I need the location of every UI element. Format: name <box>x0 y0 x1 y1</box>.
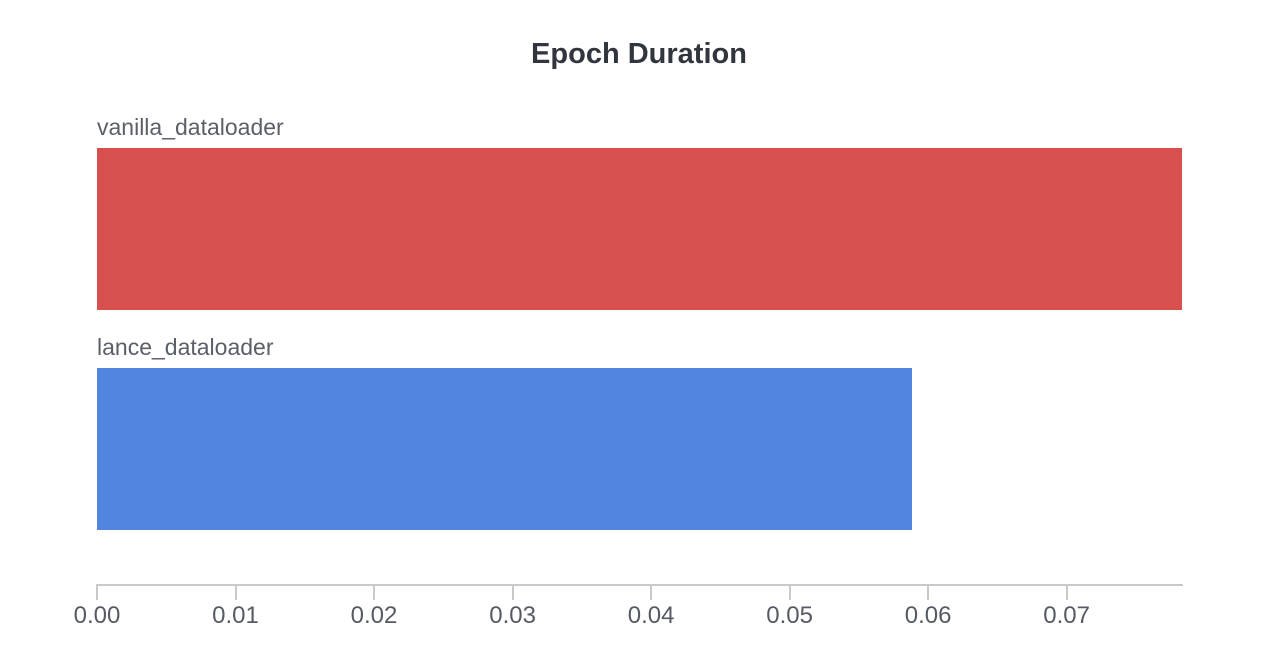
x-tick <box>1065 584 1068 600</box>
bar-vanilla_dataloader <box>97 148 1182 310</box>
x-tick-label: 0.05 <box>766 602 813 629</box>
x-tick-label: 0.04 <box>627 602 675 629</box>
x-tick <box>96 584 98 600</box>
chart-title: Epoch Duration <box>531 38 747 70</box>
plot-area: vanilla_dataloader lance_dataloader 0.00 0.… <box>74 0 1183 672</box>
x-tick <box>788 584 791 600</box>
x-tick-label: 0.00 <box>73 602 121 629</box>
x-tick <box>650 584 653 600</box>
x-tick-label: 0.07 <box>1043 602 1090 629</box>
x-tick-label: 0.03 <box>489 602 536 629</box>
x-tick <box>511 584 514 600</box>
x-tick <box>373 584 375 600</box>
bar-label-vanilla_dataloader: vanilla_dataloader <box>97 114 284 140</box>
x-tick-label: 0.02 <box>350 602 398 629</box>
x-axis-line <box>97 584 1183 586</box>
x-tick-label: 0.06 <box>904 602 952 629</box>
bar-lance_dataloader <box>97 368 912 530</box>
bar-label-lance_dataloader: lance_dataloader <box>97 334 274 360</box>
x-tick-label: 0.01 <box>212 602 259 629</box>
x-tick <box>234 584 237 600</box>
x-tick <box>927 584 930 600</box>
